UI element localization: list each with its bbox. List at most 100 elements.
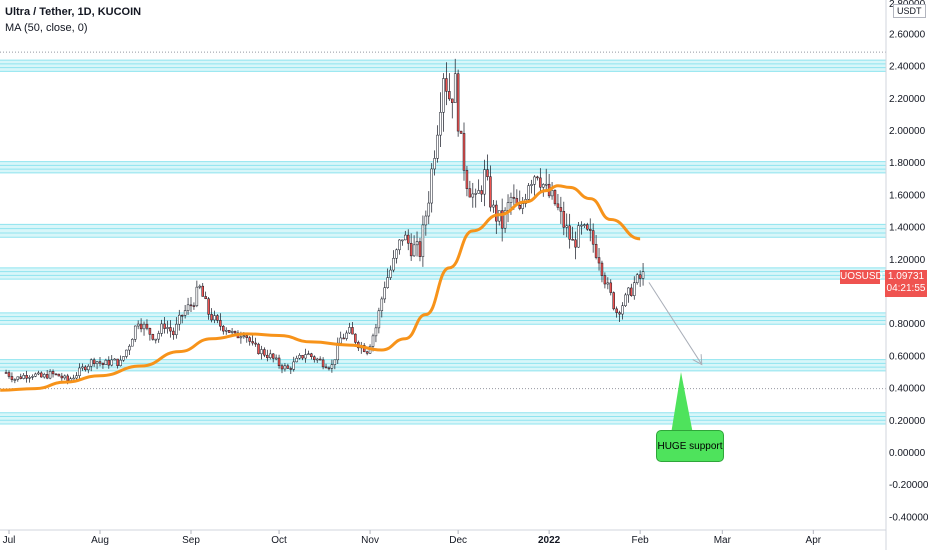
candle-body [175,323,178,336]
candle-body [28,377,31,379]
candle-body [318,358,322,361]
candle-body [195,286,199,306]
candle-body [474,193,477,195]
candle-body [57,373,61,377]
candle-body [301,354,304,359]
candle-body [48,371,52,379]
candle-body [451,98,454,103]
candle-body [401,239,404,242]
candle-body [183,310,187,316]
candle-body [398,239,401,251]
candle-body [263,349,266,356]
price-tick-label: 2.40000 [889,62,926,73]
candle-body [315,358,319,361]
candle-body [424,215,428,226]
candle-body [542,184,545,188]
candle-body [342,337,345,340]
candle-body [198,285,202,288]
candle-body [386,277,389,288]
candle-body [453,73,457,103]
candle-body [16,376,20,380]
projection-arrow-head [692,354,703,366]
candle-body [207,298,210,315]
time-tick-label: Jul [3,535,16,546]
candle-body [477,190,480,194]
candle-body [618,312,621,315]
candle-body [495,204,498,222]
candle-body [186,304,190,311]
price-tick-label: 2.60000 [889,29,926,40]
candle-body [597,257,601,264]
candle-body [559,207,563,212]
candle-body [412,244,416,257]
candle-body [533,176,536,185]
candle-body [166,327,169,329]
candle-body [571,239,574,241]
candle-body [365,351,369,354]
price-tick-label: 0.60000 [889,351,926,362]
candle-body [128,345,131,351]
candle-body [292,361,295,370]
candle-body [136,323,140,327]
candle-body [500,210,504,229]
candle-body [503,209,507,229]
candle-body [550,190,554,197]
candle-body [633,282,636,296]
candle-body [280,365,284,370]
candle-body [389,269,392,278]
candle-body [603,275,607,285]
currency-unit-button[interactable]: USDT [893,4,926,18]
candle-body [313,356,316,360]
candle-body [201,285,204,297]
candle-body [172,330,175,336]
candle-body [110,359,113,366]
time-tick-label: 2022 [538,535,561,546]
candle-body [377,310,381,329]
candle-body [142,323,146,330]
candle-body [577,225,580,248]
candle-body [271,353,275,359]
candle-body [98,361,102,364]
candle-body [310,353,313,357]
candle-body [512,196,516,199]
candle-body [213,315,216,321]
support-resistance-zones [0,59,886,425]
ma-indicator-label[interactable]: MA (50, close, 0) [5,22,88,34]
candle-body [641,271,645,279]
candle-body [409,242,413,257]
candle-body [539,177,542,188]
candle-body [75,375,78,379]
candle-body [483,169,486,195]
candle-body [518,205,522,209]
candle-body [509,196,513,203]
symbol-tag: UOSUSDT [840,270,889,284]
candle-body [277,357,281,367]
candle-body [591,230,595,245]
time-tick-label: Feb [632,535,650,546]
candle-body [248,337,251,342]
candle-body [233,331,237,334]
candle-body [383,287,386,300]
zone-band [0,412,886,425]
candle-body [37,372,40,375]
candle-body [600,262,604,276]
candle-body [154,338,158,341]
candle-body [169,327,172,332]
candle-body [160,323,163,334]
candle-body [131,339,134,347]
candle-body [222,325,225,332]
candle-body [433,158,436,170]
candle-body [371,335,375,347]
price-tick-label: 1.80000 [889,158,926,169]
time-tick-label: Dec [449,535,467,546]
price-tick-label: 2.00000 [889,126,926,137]
candle-body [104,359,108,365]
time-tick-label: Sep [182,535,200,546]
candle-body [406,234,410,244]
last-price: 1.09731 [887,271,925,282]
candle-body [586,224,589,230]
candle-body [283,365,287,370]
candle-body [72,377,75,380]
candle-body [63,375,67,379]
